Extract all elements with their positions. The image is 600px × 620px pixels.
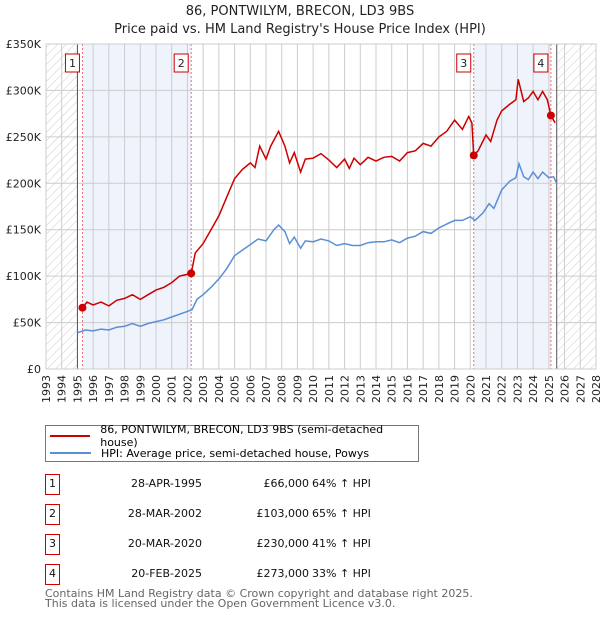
shaded-band-1-2 (82, 44, 192, 369)
plot-frame (45, 43, 597, 370)
hpi-change: 33% ↑ HPI (312, 567, 371, 580)
sale-date: 28-APR-1995 (130, 477, 202, 490)
x-tick-label: 2016 (401, 375, 414, 403)
x-tick-label: 2017 (417, 375, 430, 403)
footer: Contains HM Land Registry data © Crown c… (45, 587, 473, 610)
x-tick-label: 2018 (433, 375, 446, 403)
table-row: 1 28-APR-1995 £66,000 64% ↑ HPI (45, 474, 445, 496)
x-tick-label: 2023 (511, 375, 524, 403)
x-tick-label: 2021 (480, 375, 493, 403)
x-tick-label: 2019 (449, 375, 462, 403)
price-chart: 1 2 3 4 1993 1994 1995 1996 1997 1998 1999 2000 2001… (6, 38, 600, 403)
shaded-band-3-4 (473, 44, 551, 369)
y-tick-label: £100K (6, 270, 42, 283)
x-tick-label: 2015 (386, 375, 399, 403)
hpi-series-line (77, 161, 558, 334)
y-tick-label: £0 (27, 363, 41, 376)
x-tick-label: 2020 (464, 375, 477, 403)
sale-point (187, 269, 196, 278)
x-tick-label: 2003 (197, 375, 210, 403)
sale-number-badge: 1 (45, 474, 60, 495)
y-tick-label: £200K (6, 177, 42, 190)
chart-legend: 86, PONTWILYM, BRECON, LD3 9BS (semi-det… (45, 423, 419, 462)
x-tick-label: 1998 (119, 375, 132, 403)
sale-label-box (533, 53, 549, 73)
sale-label: 4 (537, 57, 544, 70)
chart-title: 86, PONTWILYM, BRECON, LD3 9BS (185, 4, 415, 19)
sale-price: £66,000 (263, 477, 310, 490)
sale-date: 20-FEB-2025 (131, 567, 202, 580)
x-tick-label: 2022 (496, 375, 509, 403)
x-tick-label: 2027 (574, 375, 587, 403)
sale-label: 1 (69, 57, 76, 70)
x-tick-label: 2005 (229, 375, 242, 403)
legend-label: HPI: Average price, semi-detached house,… (101, 446, 370, 460)
y-tick-label: £250K (6, 131, 42, 144)
sale-price: £273,000 (256, 567, 310, 580)
sale-label: 2 (178, 57, 185, 70)
chart-subtitle: Price paid vs. HM Land Registry's House … (114, 22, 486, 37)
footer-licence: This data is licensed under the Open Gov… (45, 597, 396, 610)
sale-point (546, 111, 555, 120)
footer-copyright: Contains HM Land Registry data © Crown c… (45, 587, 473, 600)
x-tick-label: 1994 (56, 375, 69, 403)
x-tick-label: 1997 (103, 375, 116, 403)
x-tick-label: 2011 (323, 375, 336, 403)
sale-number-badge: 3 (45, 534, 60, 555)
x-tick-label: 2001 (166, 375, 179, 403)
x-tick-label: 2025 (543, 375, 556, 403)
table-row: 3 20-MAR-2020 £230,000 41% ↑ HPI (45, 534, 445, 556)
x-tick-label: 2007 (260, 375, 273, 403)
y-tick-label: £350K (6, 38, 42, 51)
table-row: 2 28-MAR-2002 £103,000 65% ↑ HPI (45, 504, 445, 526)
legend-label: 86, PONTWILYM, BRECON, LD3 9BS (semi-det… (100, 423, 384, 449)
legend-swatch-red (50, 435, 91, 437)
x-tick-label: 2024 (527, 375, 540, 403)
x-tick-label: 2010 (307, 375, 320, 403)
x-tick-label: 1993 (40, 375, 53, 403)
sale-price: £103,000 (256, 507, 310, 520)
x-tick-label: 1999 (134, 375, 147, 403)
x-tick-label: 2009 (291, 375, 304, 403)
legend-item-hpi: HPI: Average price, semi-detached house,… (50, 445, 369, 461)
legend-swatch-blue (50, 452, 91, 454)
sale-number-badge: 4 (45, 564, 60, 585)
y-tick-label: £50K (13, 317, 42, 330)
sale-date: 28-MAR-2002 (127, 507, 202, 520)
x-tick-label: 2002 (181, 375, 194, 403)
x-tick-label: 1995 (71, 375, 84, 403)
hpi-change: 41% ↑ HPI (312, 537, 371, 550)
sale-date: 20-MAR-2020 (127, 537, 202, 550)
sale-label: 3 (460, 57, 467, 70)
sale-label-box (64, 53, 80, 73)
x-tick-label: 2013 (354, 375, 367, 403)
sale-point (78, 303, 87, 312)
sale-label-box (456, 53, 472, 73)
property-series-line (81, 79, 556, 309)
hpi-change: 65% ↑ HPI (312, 507, 371, 520)
hatch-region-after (556, 44, 596, 369)
legend-item-property: 86, PONTWILYM, BRECON, LD3 9BS (semi-det… (50, 423, 418, 449)
y-tick-label: £150K (6, 224, 42, 237)
x-tick-label: 2026 (559, 375, 572, 403)
x-tick-label: 2008 (276, 375, 289, 403)
x-tick-label: 1996 (87, 375, 100, 403)
x-tick-label: 2004 (213, 375, 226, 403)
x-tick-label: 2014 (370, 375, 383, 403)
x-tick-label: 2006 (244, 375, 257, 403)
x-tick-label: 2000 (150, 375, 163, 403)
hpi-change: 64% ↑ HPI (312, 477, 371, 490)
y-tick-label: £300K (6, 84, 42, 97)
sale-point (469, 151, 478, 160)
x-tick-label: 2028 (590, 375, 600, 403)
sale-number-badge: 2 (45, 504, 60, 525)
sale-price: £230,000 (256, 537, 310, 550)
x-tick-label: 2012 (339, 375, 352, 403)
table-row: 4 20-FEB-2025 £273,000 33% ↑ HPI (45, 564, 445, 586)
sale-label-box (173, 53, 189, 73)
